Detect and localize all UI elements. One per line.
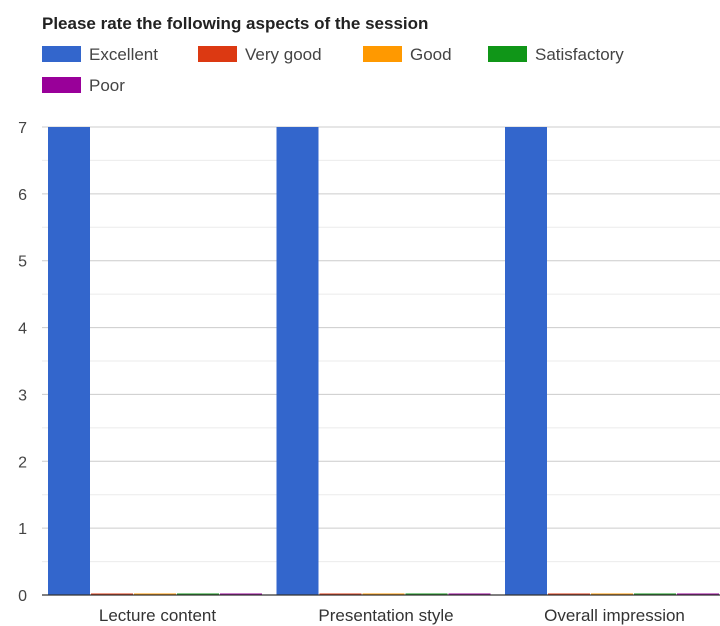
bar-excellent-2 (505, 127, 547, 595)
bar-very-good-1 (319, 593, 362, 595)
y-tick-label: 1 (18, 521, 27, 538)
bars (48, 127, 719, 595)
bar-satisfactory-1 (405, 593, 448, 595)
grid (42, 126, 720, 596)
axes: 0 1 2 3 4 5 6 7 Lecture content Presentation styl… (18, 120, 720, 625)
bar-poor-1 (448, 593, 491, 595)
x-category-label: Overall impression (544, 606, 685, 625)
legend-label-0: Excellent (89, 45, 158, 64)
y-tick-label: 0 (18, 588, 27, 605)
bar-poor-0 (220, 593, 262, 595)
bar-satisfactory-0 (177, 593, 219, 595)
x-category-label: Lecture content (99, 606, 216, 625)
bar-good-1 (362, 593, 405, 595)
x-category-label: Presentation style (318, 606, 453, 625)
y-tick-label: 2 (18, 454, 27, 471)
bar-excellent-0 (48, 127, 90, 595)
legend-label-1: Very good (245, 45, 322, 64)
bar-good-2 (591, 593, 633, 595)
bar-very-good-2 (548, 593, 590, 595)
bar-satisfactory-2 (634, 593, 676, 595)
bar-poor-2 (677, 593, 719, 595)
legend-label-4: Poor (89, 76, 125, 95)
legend-swatch-1 (198, 46, 237, 62)
legend: Excellent Very good Good Satisfactory Poor (42, 45, 624, 95)
y-tick-label: 4 (18, 321, 27, 338)
legend-swatch-4 (42, 77, 81, 93)
bar-very-good-0 (91, 593, 133, 595)
legend-label-3: Satisfactory (535, 45, 624, 64)
legend-swatch-3 (488, 46, 527, 62)
y-tick-label: 7 (18, 120, 27, 137)
bar-good-0 (134, 593, 176, 595)
legend-swatch-0 (42, 46, 81, 62)
y-tick-label: 5 (18, 254, 27, 271)
bar-excellent-1 (276, 127, 319, 595)
legend-swatch-2 (363, 46, 402, 62)
legend-label-2: Good (410, 45, 452, 64)
y-tick-label: 6 (18, 187, 27, 204)
y-tick-label: 3 (18, 387, 27, 404)
chart-title: Please rate the following aspects of the… (42, 14, 428, 33)
